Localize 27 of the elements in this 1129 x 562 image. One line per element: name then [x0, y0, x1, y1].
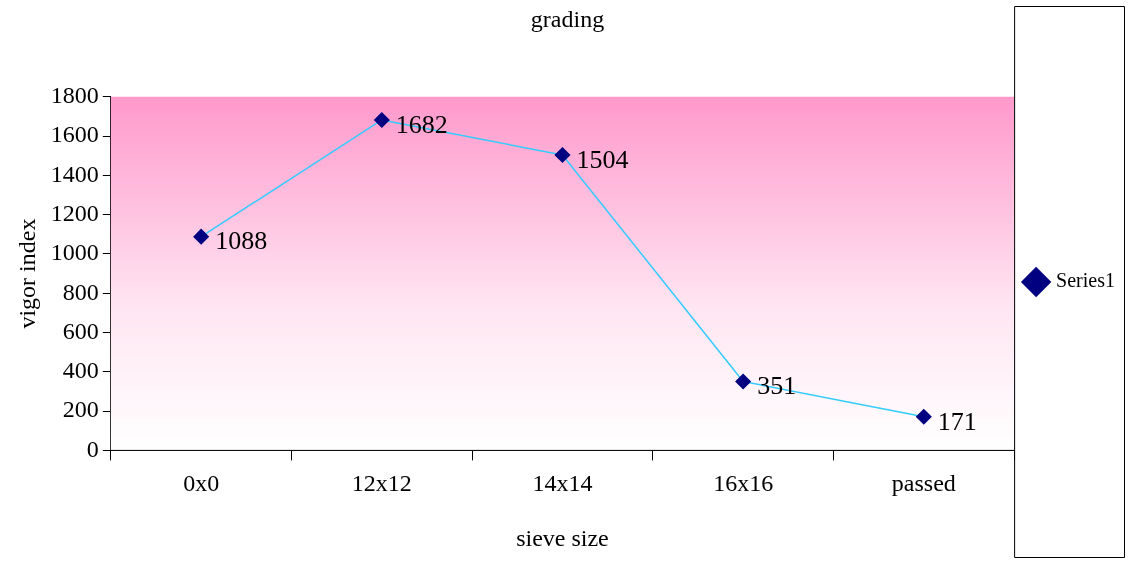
x-tick-label: 0x0 — [183, 470, 220, 497]
y-tick-label: 1800 — [50, 82, 99, 109]
point — [735, 373, 751, 390]
y-tick-label: 1400 — [50, 160, 99, 187]
y-axis-title: vigor index — [13, 218, 40, 329]
y-tick-label: 1000 — [50, 239, 99, 266]
point — [554, 147, 571, 163]
point — [193, 228, 209, 245]
x-tick-label: passed — [891, 470, 956, 497]
chart-title: grading — [530, 5, 605, 32]
y-tick-label: 0 — [86, 435, 99, 462]
point — [916, 409, 932, 425]
y-tick-label: 1600 — [50, 121, 99, 148]
y-tick-label: 400 — [62, 357, 99, 384]
data-label: 1088 — [215, 226, 268, 256]
legend-label: Series1 — [1056, 269, 1116, 292]
data-label: 171 — [937, 406, 977, 436]
x-tick-label: 12x12 — [351, 470, 412, 497]
x-tick-label: 16x16 — [713, 470, 774, 497]
y-tick-label: 600 — [62, 317, 99, 344]
y-tick-label: 200 — [62, 396, 99, 423]
x-tick-label: 14x14 — [532, 470, 593, 497]
data-label: 1504 — [576, 144, 629, 174]
y-tick-label: 1200 — [50, 199, 99, 226]
x-axis-title: sieve size — [516, 524, 609, 551]
point — [374, 112, 390, 128]
y-tick-label: 800 — [62, 278, 99, 305]
